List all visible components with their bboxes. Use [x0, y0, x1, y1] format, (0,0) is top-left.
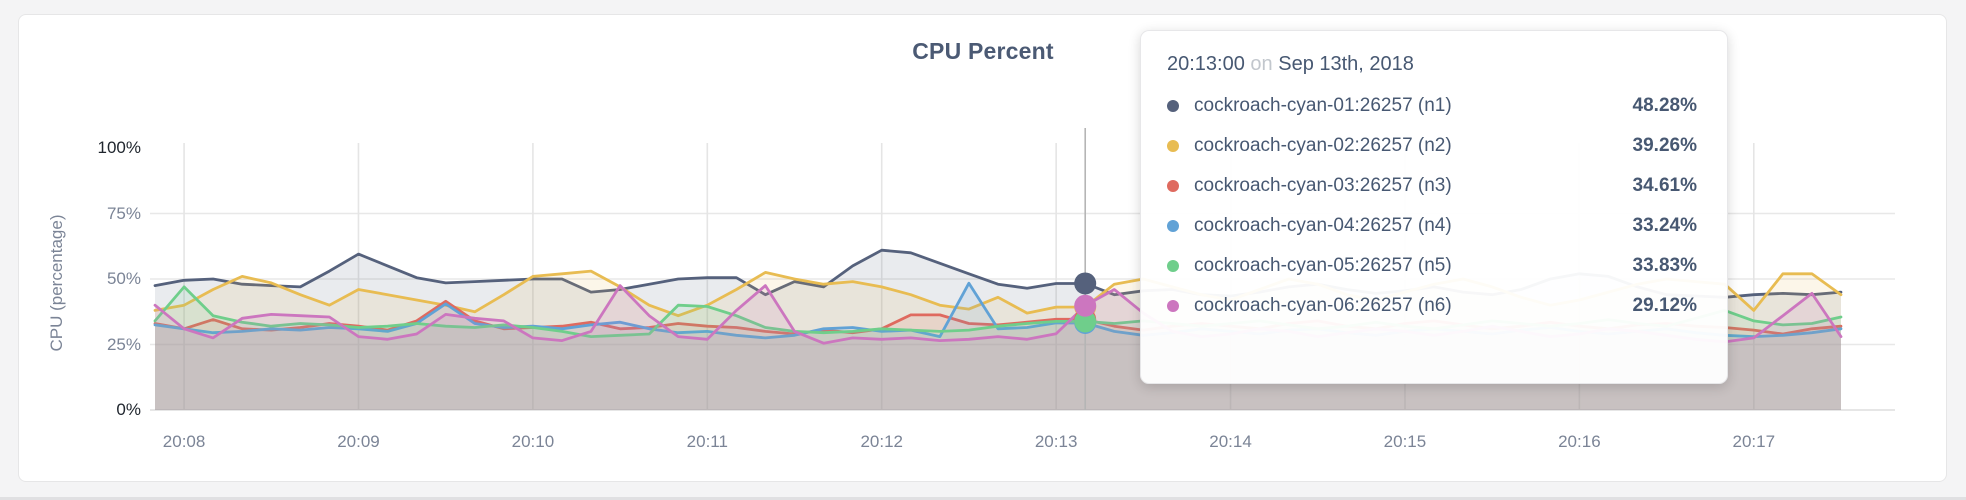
tooltip-row-n4: cockroach-cyan-04:26257 (n4) 33.24%	[1167, 206, 1697, 246]
series-color-dot-icon	[1167, 140, 1179, 152]
series-color-dot-icon	[1167, 220, 1179, 232]
tooltip-row-n1: cockroach-cyan-01:26257 (n1) 48.28%	[1167, 86, 1697, 126]
bottom-strip	[0, 497, 1966, 500]
hover-dot-n5	[1074, 310, 1097, 333]
tooltip-row-n2: cockroach-cyan-02:26257 (n2) 39.26%	[1167, 126, 1697, 166]
series-value: 33.24%	[1632, 215, 1697, 236]
hover-dot-n1	[1074, 272, 1097, 295]
series-color-dot-icon	[1167, 180, 1179, 192]
x-tick-label: 20:12	[860, 432, 903, 451]
tooltip-header: 20:13:00 on Sep 13th, 2018	[1167, 53, 1697, 76]
series-color-dot-icon	[1167, 300, 1179, 312]
tooltip-rows: cockroach-cyan-01:26257 (n1) 48.28% cockro…	[1167, 86, 1697, 326]
hover-dot-n6	[1074, 294, 1097, 317]
series-value: 39.26%	[1632, 135, 1697, 156]
x-tick-label: 20:14	[1209, 432, 1252, 451]
series-name: cockroach-cyan-03:26257 (n3)	[1194, 175, 1452, 196]
series-name: cockroach-cyan-01:26257 (n1)	[1194, 95, 1452, 116]
chart-title: CPU Percent	[912, 38, 1054, 64]
series-name: cockroach-cyan-02:26257 (n2)	[1194, 135, 1452, 156]
hover-tooltip: 20:13:00 on Sep 13th, 2018 cockroach-cya…	[1140, 30, 1728, 384]
x-tick-label: 20:17	[1732, 432, 1776, 451]
x-tick-label: 20:09	[337, 432, 380, 451]
series-name: cockroach-cyan-04:26257 (n4)	[1194, 215, 1452, 236]
y-tick-label: 100%	[97, 138, 141, 157]
series-value: 33.83%	[1632, 255, 1697, 276]
tooltip-date: Sep 13th, 2018	[1278, 53, 1414, 75]
y-tick-label: 25%	[106, 334, 141, 354]
tooltip-row-n3: cockroach-cyan-03:26257 (n3) 34.61%	[1167, 166, 1697, 206]
tooltip-row-n5: cockroach-cyan-05:26257 (n5) 33.83%	[1167, 246, 1697, 286]
x-tick-label: 20:08	[162, 432, 206, 451]
y-tick-label: 50%	[106, 269, 141, 288]
y-tick-label: 0%	[116, 400, 141, 419]
x-tick-label: 20:15	[1383, 432, 1427, 451]
tooltip-time: 20:13:00	[1167, 53, 1245, 75]
x-tick-label: 20:16	[1558, 432, 1601, 451]
x-tick-label: 20:13	[1034, 432, 1078, 451]
x-tick-label: 20:11	[686, 432, 728, 451]
series-name: cockroach-cyan-06:26257 (n6)	[1194, 295, 1452, 316]
y-tick-label: 75%	[106, 203, 141, 223]
tooltip-row-n6: cockroach-cyan-06:26257 (n6) 29.12%	[1167, 286, 1697, 326]
series-name: cockroach-cyan-05:26257 (n5)	[1194, 255, 1452, 276]
x-tick-label: 20:10	[511, 432, 555, 451]
series-value: 34.61%	[1632, 175, 1697, 196]
series-value: 29.12%	[1632, 295, 1697, 316]
tooltip-connector-word: on	[1250, 53, 1273, 75]
series-value: 48.28%	[1632, 95, 1697, 116]
series-color-dot-icon	[1167, 260, 1179, 272]
series-color-dot-icon	[1167, 100, 1179, 112]
